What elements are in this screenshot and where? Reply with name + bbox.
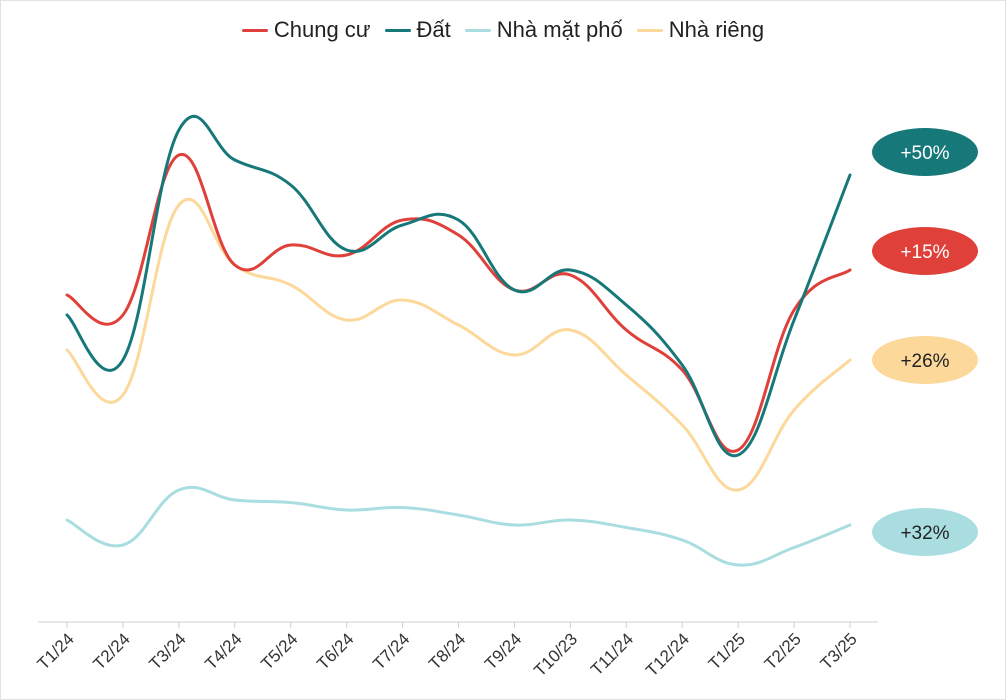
- legend-item: Nhà riêng: [636, 17, 765, 43]
- badge-shape: [872, 128, 978, 176]
- x-tick-label: T8/24: [425, 629, 469, 673]
- x-tick-label: T4/24: [201, 629, 245, 673]
- legend-swatch: [464, 28, 491, 32]
- legend-item: Đất: [384, 17, 451, 43]
- legend-label: Chung cư: [273, 17, 371, 42]
- end-value-label: +15%: [900, 242, 949, 263]
- end-value-badges: +15% +50% +32% +26%: [872, 128, 978, 556]
- end-value-label: +50%: [900, 143, 949, 164]
- badge-shape: [872, 227, 978, 275]
- end-value-badge: +26%: [872, 336, 978, 384]
- x-tick-label: T3/24: [146, 629, 190, 673]
- x-tick-label: T12/24: [642, 629, 693, 680]
- legend-label: Nhà mặt phố: [496, 17, 623, 42]
- x-axis: T1/24 T2/24 T3/24 T4/24 T5/24 T6/24 T7/24 T8/24…: [34, 621, 878, 680]
- legend-label: Nhà riêng: [668, 17, 765, 42]
- end-value-label: +32%: [900, 523, 949, 544]
- x-tick-label: T1/24: [34, 629, 78, 673]
- x-tick-label: T1/25: [705, 629, 749, 673]
- badge-shape: [872, 336, 978, 384]
- legend-label: Đất: [416, 17, 451, 42]
- series-line: [65, 197, 852, 492]
- legend-swatch: [384, 28, 411, 32]
- end-value-badge: +15%: [872, 227, 978, 275]
- series-line: [65, 114, 852, 458]
- end-value-badge: +32%: [872, 508, 978, 556]
- x-tick-label: T10/23: [530, 629, 581, 680]
- x-tick-label: T7/24: [369, 629, 413, 673]
- series-lines: [65, 114, 852, 567]
- legend: Chung cư Đất Nhà mặt phố Nhà riêng: [0, 17, 1006, 43]
- end-value-badge: +50%: [872, 128, 978, 176]
- x-tick-label: T11/24: [587, 629, 637, 679]
- x-tick-label: T6/24: [313, 629, 357, 673]
- x-tick-label: T2/24: [90, 629, 134, 673]
- legend-swatch: [636, 28, 663, 32]
- x-tick-label: T9/24: [481, 629, 525, 673]
- x-tick-label: T3/25: [817, 629, 861, 673]
- series-line: [65, 153, 852, 453]
- legend-item: Chung cư: [241, 17, 371, 43]
- legend-swatch: [241, 28, 268, 32]
- end-value-label: +26%: [900, 351, 949, 372]
- badge-shape: [872, 508, 978, 556]
- x-tick-label: T5/24: [257, 629, 301, 673]
- series-line: [65, 485, 852, 567]
- x-tick-label: T2/25: [761, 629, 805, 673]
- legend-item: Nhà mặt phố: [464, 17, 623, 43]
